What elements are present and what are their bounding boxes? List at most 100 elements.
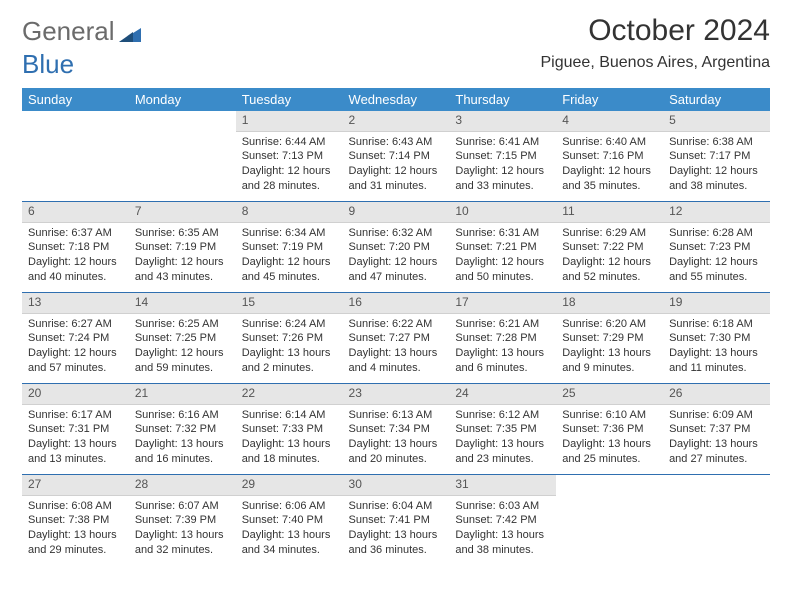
- day-cell: Sunrise: 6:37 AMSunset: 7:18 PMDaylight:…: [22, 222, 129, 292]
- day-cell: Sunrise: 6:10 AMSunset: 7:36 PMDaylight:…: [556, 404, 663, 474]
- day-sunrise: Sunrise: 6:35 AM: [135, 226, 230, 241]
- day-sunrise: Sunrise: 6:31 AM: [455, 226, 550, 241]
- day-number-cell: 23: [343, 383, 450, 404]
- day-sunrise: Sunrise: 6:44 AM: [242, 135, 337, 150]
- day-number-cell: [22, 111, 129, 132]
- day-sunrise: Sunrise: 6:20 AM: [562, 317, 657, 332]
- title-block: October 2024 Piguee, Buenos Aires, Argen…: [541, 14, 771, 72]
- day-d2: and 2 minutes.: [242, 361, 337, 376]
- day-cell: Sunrise: 6:03 AMSunset: 7:42 PMDaylight:…: [449, 495, 556, 565]
- day-cell: Sunrise: 6:40 AMSunset: 7:16 PMDaylight:…: [556, 131, 663, 201]
- day-d1: Daylight: 13 hours: [135, 528, 230, 543]
- day-sunrise: Sunrise: 6:14 AM: [242, 408, 337, 423]
- day-cell: Sunrise: 6:43 AMSunset: 7:14 PMDaylight:…: [343, 131, 450, 201]
- day-d2: and 6 minutes.: [455, 361, 550, 376]
- day-d1: Daylight: 12 hours: [135, 346, 230, 361]
- day-d2: and 13 minutes.: [28, 452, 123, 467]
- day-d1: Daylight: 12 hours: [455, 255, 550, 270]
- day-d1: Daylight: 12 hours: [135, 255, 230, 270]
- day-sunrise: Sunrise: 6:04 AM: [349, 499, 444, 514]
- day-d2: and 43 minutes.: [135, 270, 230, 285]
- day-cell: Sunrise: 6:31 AMSunset: 7:21 PMDaylight:…: [449, 222, 556, 292]
- day-sunrise: Sunrise: 6:34 AM: [242, 226, 337, 241]
- day-d1: Daylight: 13 hours: [562, 437, 657, 452]
- day-sunrise: Sunrise: 6:10 AM: [562, 408, 657, 423]
- day-number-cell: 21: [129, 383, 236, 404]
- day-number-cell: 27: [22, 474, 129, 495]
- day-number-cell: [129, 111, 236, 132]
- day-sunset: Sunset: 7:17 PM: [669, 149, 764, 164]
- day-d1: Daylight: 13 hours: [349, 437, 444, 452]
- day-d2: and 11 minutes.: [669, 361, 764, 376]
- day-cell: Sunrise: 6:08 AMSunset: 7:38 PMDaylight:…: [22, 495, 129, 565]
- day-sunset: Sunset: 7:20 PM: [349, 240, 444, 255]
- day-header: Saturday: [663, 88, 770, 111]
- day-d1: Daylight: 13 hours: [455, 528, 550, 543]
- day-d2: and 33 minutes.: [455, 179, 550, 194]
- day-cell: Sunrise: 6:25 AMSunset: 7:25 PMDaylight:…: [129, 313, 236, 383]
- day-number-cell: 12: [663, 201, 770, 222]
- day-sunrise: Sunrise: 6:12 AM: [455, 408, 550, 423]
- day-number-cell: 19: [663, 292, 770, 313]
- day-sunset: Sunset: 7:23 PM: [669, 240, 764, 255]
- day-header: Tuesday: [236, 88, 343, 111]
- day-body-row: Sunrise: 6:27 AMSunset: 7:24 PMDaylight:…: [22, 313, 770, 383]
- day-cell: Sunrise: 6:21 AMSunset: 7:28 PMDaylight:…: [449, 313, 556, 383]
- day-sunset: Sunset: 7:35 PM: [455, 422, 550, 437]
- day-d2: and 36 minutes.: [349, 543, 444, 558]
- day-header: Wednesday: [343, 88, 450, 111]
- day-sunrise: Sunrise: 6:18 AM: [669, 317, 764, 332]
- day-d2: and 27 minutes.: [669, 452, 764, 467]
- day-number-cell: 25: [556, 383, 663, 404]
- day-sunset: Sunset: 7:41 PM: [349, 513, 444, 528]
- day-sunset: Sunset: 7:37 PM: [669, 422, 764, 437]
- day-d2: and 29 minutes.: [28, 543, 123, 558]
- day-body-row: Sunrise: 6:08 AMSunset: 7:38 PMDaylight:…: [22, 495, 770, 565]
- day-d2: and 28 minutes.: [242, 179, 337, 194]
- day-cell: Sunrise: 6:27 AMSunset: 7:24 PMDaylight:…: [22, 313, 129, 383]
- day-sunrise: Sunrise: 6:41 AM: [455, 135, 550, 150]
- day-sunset: Sunset: 7:28 PM: [455, 331, 550, 346]
- day-number-cell: 18: [556, 292, 663, 313]
- day-d1: Daylight: 12 hours: [28, 255, 123, 270]
- day-sunrise: Sunrise: 6:32 AM: [349, 226, 444, 241]
- day-number-row: 12345: [22, 111, 770, 132]
- day-d2: and 59 minutes.: [135, 361, 230, 376]
- day-number-cell: 3: [449, 111, 556, 132]
- month-title: October 2024: [541, 14, 771, 48]
- day-sunset: Sunset: 7:27 PM: [349, 331, 444, 346]
- day-cell: Sunrise: 6:22 AMSunset: 7:27 PMDaylight:…: [343, 313, 450, 383]
- day-sunset: Sunset: 7:26 PM: [242, 331, 337, 346]
- day-d1: Daylight: 13 hours: [669, 437, 764, 452]
- day-cell: Sunrise: 6:41 AMSunset: 7:15 PMDaylight:…: [449, 131, 556, 201]
- day-number-cell: 16: [343, 292, 450, 313]
- day-d1: Daylight: 13 hours: [242, 437, 337, 452]
- day-d1: Daylight: 12 hours: [28, 346, 123, 361]
- day-number-cell: [556, 474, 663, 495]
- day-sunrise: Sunrise: 6:06 AM: [242, 499, 337, 514]
- day-d1: Daylight: 13 hours: [135, 437, 230, 452]
- day-d2: and 38 minutes.: [455, 543, 550, 558]
- day-cell: Sunrise: 6:17 AMSunset: 7:31 PMDaylight:…: [22, 404, 129, 474]
- day-number-cell: 17: [449, 292, 556, 313]
- day-d1: Daylight: 13 hours: [455, 346, 550, 361]
- day-sunrise: Sunrise: 6:21 AM: [455, 317, 550, 332]
- day-d1: Daylight: 12 hours: [562, 164, 657, 179]
- day-number-cell: 11: [556, 201, 663, 222]
- day-sunrise: Sunrise: 6:38 AM: [669, 135, 764, 150]
- day-number-cell: 28: [129, 474, 236, 495]
- day-d2: and 9 minutes.: [562, 361, 657, 376]
- day-sunrise: Sunrise: 6:08 AM: [28, 499, 123, 514]
- day-d2: and 35 minutes.: [562, 179, 657, 194]
- day-d1: Daylight: 12 hours: [242, 164, 337, 179]
- day-sunset: Sunset: 7:13 PM: [242, 149, 337, 164]
- day-sunset: Sunset: 7:39 PM: [135, 513, 230, 528]
- day-d2: and 18 minutes.: [242, 452, 337, 467]
- day-cell: Sunrise: 6:29 AMSunset: 7:22 PMDaylight:…: [556, 222, 663, 292]
- logo-triangle-icon: [119, 18, 141, 49]
- day-sunset: Sunset: 7:36 PM: [562, 422, 657, 437]
- day-sunset: Sunset: 7:33 PM: [242, 422, 337, 437]
- day-d2: and 50 minutes.: [455, 270, 550, 285]
- day-d1: Daylight: 13 hours: [562, 346, 657, 361]
- day-number-cell: 24: [449, 383, 556, 404]
